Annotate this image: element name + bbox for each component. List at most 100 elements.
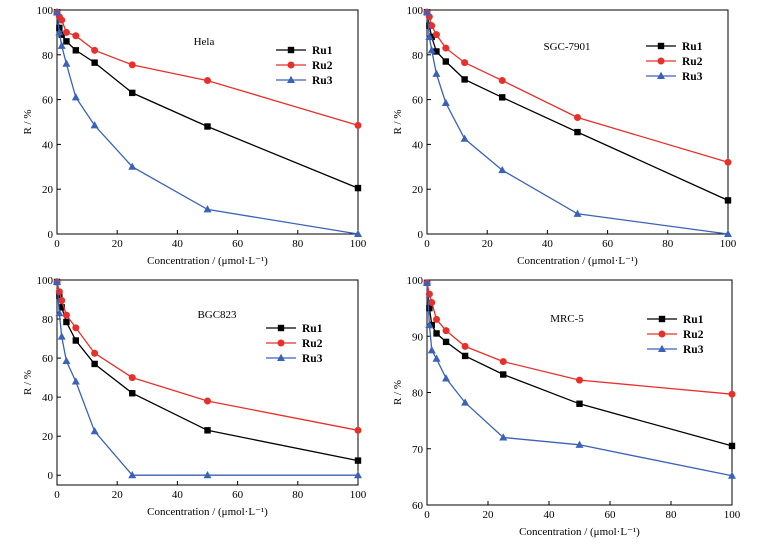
chart-panel: 0 20 40 60 80 100 60 70 80 90 100 Concentration / (… (392, 275, 741, 538)
x-tick-label: 40 (544, 509, 556, 521)
data-point (91, 349, 99, 357)
data-point (90, 121, 99, 129)
y-tick-label: 40 (42, 139, 54, 151)
legend-label: Ru2 (683, 329, 704, 341)
plot-frame (56, 279, 359, 486)
data-point (91, 46, 99, 54)
y-tick-label: 0 (48, 229, 54, 241)
legend-label: Ru2 (302, 338, 323, 350)
legend-label: Ru1 (682, 41, 703, 53)
data-point (204, 397, 211, 405)
x-tick-label: 100 (724, 509, 741, 521)
legend-label: Ru1 (302, 323, 323, 335)
data-point (354, 229, 362, 237)
legend-label: Ru1 (683, 314, 704, 326)
data-point (72, 47, 80, 54)
series-line (426, 11, 729, 163)
x-tick-label: 40 (542, 238, 554, 250)
data-point (91, 360, 98, 368)
data-point (728, 471, 736, 479)
x-axis-label: Concentration / (μmol·L⁻¹) (147, 255, 268, 267)
x-tick-label: 0 (54, 489, 60, 501)
y-tick-label: 0 (48, 470, 54, 482)
x-tick-label: 80 (292, 238, 304, 250)
data-point (204, 427, 211, 434)
data-point (728, 442, 736, 450)
series-ru3 (423, 278, 736, 479)
data-point (724, 158, 732, 166)
data-point (442, 327, 450, 335)
data-point (499, 433, 508, 441)
y-tick-label: 20 (412, 184, 424, 196)
x-tick-label: 100 (350, 489, 367, 501)
legend-marker (277, 339, 285, 347)
x-tick-label: 0 (424, 509, 430, 521)
data-point (428, 299, 436, 306)
y-axis-label: R / % (392, 109, 404, 134)
x-tick-label: 20 (112, 238, 124, 250)
legend-label: Ru1 (312, 45, 333, 57)
chart-title: MRC-5 (550, 313, 584, 325)
data-point (460, 134, 469, 142)
series-ru3 (423, 8, 732, 237)
y-tick-label: 20 (42, 184, 54, 196)
data-point (576, 400, 583, 407)
data-point (72, 337, 80, 344)
data-point (423, 8, 431, 16)
data-point (71, 93, 80, 101)
y-tick-label: 80 (42, 314, 54, 326)
legend-label: Ru2 (312, 60, 333, 72)
x-tick-label: 60 (605, 509, 617, 521)
data-point (432, 354, 441, 362)
data-point (441, 98, 450, 106)
legend-marker (657, 71, 665, 79)
legend-marker (657, 42, 665, 50)
chart-panel: 0 20 40 60 80 100 0 20 40 60 80 100 Concentration / … (22, 275, 367, 518)
x-tick-label: 60 (232, 238, 244, 250)
data-point (204, 123, 211, 130)
data-point (427, 46, 436, 54)
data-point (575, 440, 584, 448)
y-tick-label: 100 (37, 275, 54, 287)
legend-marker (287, 61, 295, 69)
y-tick-label: 40 (412, 139, 424, 151)
data-point (423, 278, 431, 286)
y-axis-label: R / % (392, 380, 404, 405)
data-point (442, 44, 450, 52)
data-point (461, 352, 469, 360)
legend-label: Ru3 (683, 344, 704, 356)
chart-title: Hela (194, 36, 215, 48)
x-tick-label: 20 (112, 489, 124, 501)
data-point (426, 304, 433, 312)
x-tick-label: 20 (483, 509, 495, 521)
data-point (461, 398, 470, 406)
x-axis-label: Concentration / (μmol·L⁻¹) (519, 526, 640, 538)
data-point (128, 61, 136, 69)
y-tick-label: 60 (42, 353, 54, 365)
series-ru2 (423, 279, 736, 398)
data-point (498, 165, 507, 174)
data-point (62, 59, 71, 67)
data-point (500, 371, 507, 378)
x-tick-label: 0 (424, 238, 430, 250)
x-tick-label: 100 (350, 238, 367, 250)
y-tick-label: 80 (412, 388, 424, 400)
data-point (576, 376, 583, 384)
series-ru1 (53, 278, 362, 464)
data-point (57, 41, 66, 49)
legend: Ru1 Ru2 Ru3 (646, 41, 703, 83)
legend-marker (658, 315, 666, 323)
legend-label: Ru2 (682, 56, 703, 68)
x-tick-label: 60 (602, 238, 614, 250)
plot-frame (426, 9, 729, 235)
data-point (499, 358, 507, 366)
data-point (58, 297, 66, 304)
data-point (354, 121, 362, 129)
y-tick-label: 60 (412, 95, 424, 107)
y-tick-label: 0 (418, 229, 424, 241)
series-ru3 (53, 8, 362, 237)
data-point (55, 28, 64, 36)
legend-marker (277, 353, 285, 361)
data-point (53, 277, 61, 285)
data-point (442, 338, 450, 346)
